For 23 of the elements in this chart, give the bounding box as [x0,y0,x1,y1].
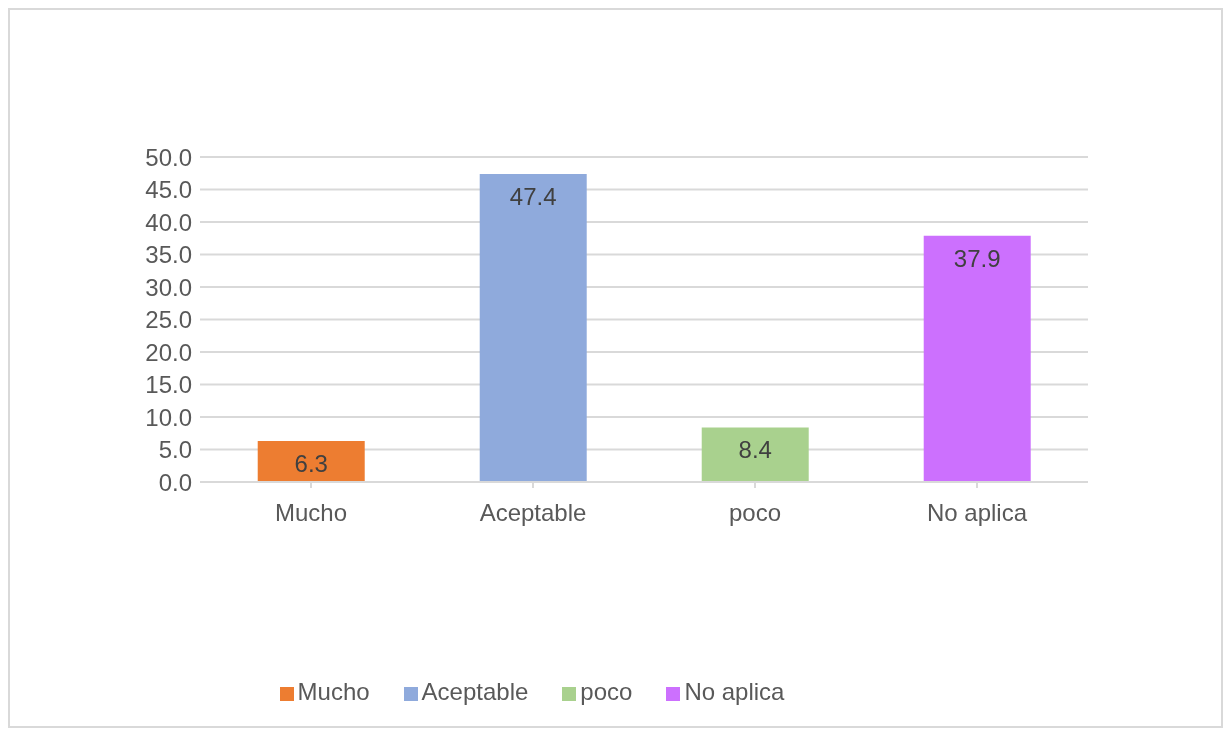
y-tick-label: 50.0 [145,143,192,171]
legend-label: Aceptable [421,678,529,705]
y-tick-label: 0.0 [158,468,192,496]
y-tick-label: 25.0 [145,306,192,334]
y-tick-label: 10.0 [145,403,192,431]
x-tick-label: poco [728,499,782,527]
y-tick-label: 15.0 [145,371,192,399]
data-label: 37.9 [953,244,1001,272]
legend-label: No aplica [684,678,785,705]
data-label: 47.4 [509,182,557,210]
y-tick-label: 5.0 [158,436,192,464]
legend-label: poco [580,678,633,705]
data-label: 6.3 [294,450,328,478]
legend-label: Mucho [297,678,370,705]
data-label: 8.4 [738,436,772,464]
x-tick-label: Mucho [274,499,348,527]
x-tick-label: No aplica [926,499,1028,527]
x-tick-label: Aceptable [479,499,587,527]
y-tick-label: 30.0 [145,273,192,301]
y-tick-label: 20.0 [145,338,192,366]
y-tick-label: 40.0 [145,208,192,236]
y-tick-label: 35.0 [145,241,192,269]
y-tick-label: 45.0 [145,176,192,204]
